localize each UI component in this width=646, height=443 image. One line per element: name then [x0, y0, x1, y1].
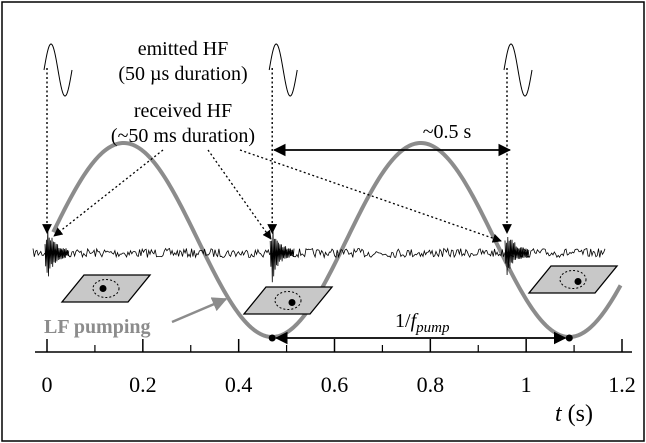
x-axis-tick-label: 0.4: [225, 372, 253, 397]
pump-minimum-dot: [565, 334, 573, 342]
plate-icon: [527, 265, 619, 294]
pump-period-label: 1/fpump: [395, 310, 450, 336]
x-axis-tick-label: 0: [42, 372, 53, 397]
plate-icon: [242, 286, 334, 315]
x-axis-tick-label: 1: [521, 372, 532, 397]
x-axis-tick-label: 0.6: [321, 372, 349, 397]
emitted-label-line1: emitted HF: [138, 38, 229, 60]
received-arrow: [207, 149, 272, 240]
received-hf-bursts: [44, 226, 530, 283]
x-axis-tick-label: 0.2: [129, 372, 157, 397]
pump-minima-dots: [268, 334, 573, 342]
received-hf-burst: [44, 226, 70, 277]
plate-icon: [60, 274, 152, 303]
lf-pumping-pointer: [171, 297, 228, 324]
received-arrow: [239, 149, 502, 243]
lf-pumping-label: LF pumping: [44, 316, 151, 338]
received-label-line1: received HF: [134, 100, 232, 122]
received-label-line2: (~50 ms duration): [111, 125, 255, 147]
emitted-hf-wavelet: [43, 43, 73, 97]
received-arrows: [53, 149, 502, 243]
emitted-hf-wavelets: [43, 43, 533, 97]
x-axis-tick-label: 1.2: [608, 372, 636, 397]
interval-label: ~0.5 s: [423, 121, 472, 143]
emitted-hf-wavelet: [503, 43, 533, 97]
x-axis-ticks: 0 0.2 0.4 0.6 0.8 1 1.2: [42, 339, 636, 397]
pump-minimum-dot: [268, 334, 276, 342]
received-arrow: [53, 149, 164, 237]
x-axis-label: t (s): [555, 401, 593, 427]
emitted-label-line2: (50 µs duration): [118, 63, 247, 85]
received-hf-burst: [269, 226, 295, 283]
lf-pumping-curve: [51, 140, 623, 340]
x-axis-tick-label: 0.8: [417, 372, 445, 397]
plate-icons: [60, 265, 619, 315]
emitted-hf-wavelet: [268, 43, 298, 97]
received-hf-burst: [504, 236, 530, 276]
